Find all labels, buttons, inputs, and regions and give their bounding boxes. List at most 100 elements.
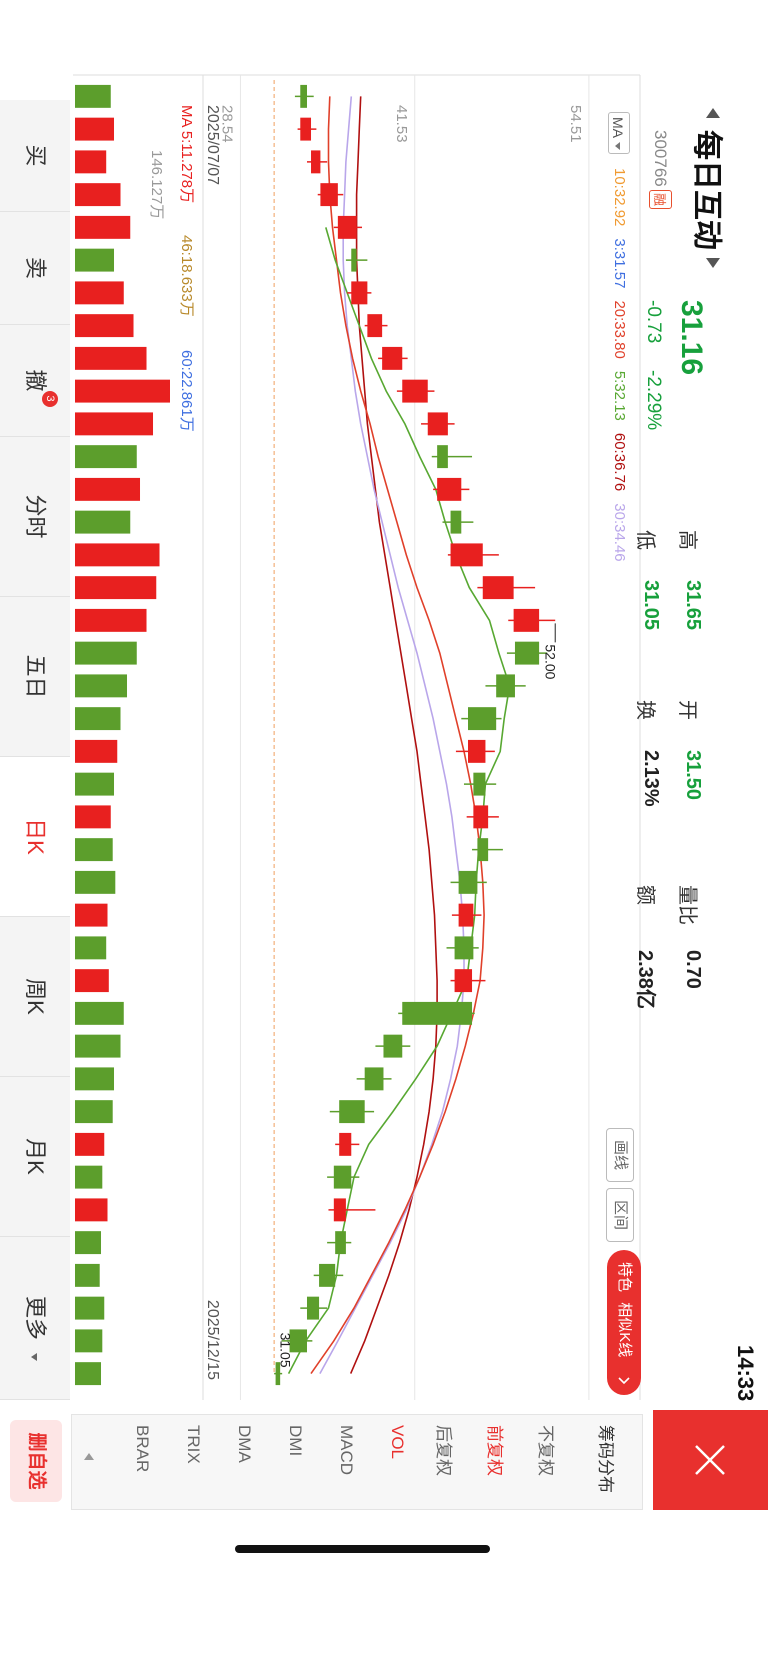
ma-button-text: MA [610, 117, 626, 138]
volume-bar [74, 838, 113, 862]
volume-bar [74, 1329, 103, 1353]
dropdown-icon [615, 142, 620, 150]
tab[interactable]: 更多 [0, 1237, 70, 1400]
dropdown-icon [31, 1353, 37, 1361]
indicator-option[interactable]: 不复权 [536, 1425, 555, 1476]
candle-body [275, 1362, 281, 1386]
candle-body [320, 183, 338, 207]
tab[interactable]: 周K [0, 917, 70, 1077]
tab-label: 更多 [23, 1295, 48, 1340]
volume-bar [75, 1034, 121, 1058]
tab[interactable]: 买 [0, 100, 70, 212]
volume-bar [74, 1362, 102, 1386]
tab-label: 卖 [23, 256, 48, 279]
indicator-option[interactable]: DMI [286, 1425, 305, 1457]
candle-body [402, 1001, 473, 1025]
stat-label: 开 [676, 700, 698, 720]
volume-legend: MA 5:11.278万 [178, 105, 195, 203]
margin-tag: 融 [649, 190, 672, 210]
next-stock[interactable] [706, 258, 720, 268]
candle-body [454, 969, 473, 993]
tab-label: 撤 [23, 369, 48, 392]
ma-button[interactable]: MA [608, 112, 630, 154]
volume-bar [74, 739, 118, 763]
candle-body [437, 477, 462, 501]
candle-body [437, 445, 448, 469]
volume-bar [75, 707, 121, 731]
close-icon [695, 1445, 725, 1475]
ma-legend-item: 10:32.92 [611, 168, 628, 227]
volume-bar [74, 543, 160, 567]
candle-body [496, 674, 515, 698]
time: 14:33 [733, 1345, 758, 1402]
stat-value: 2.38亿 [634, 950, 656, 1009]
stock-code: 300766 [651, 130, 670, 187]
price: 31.16 [675, 300, 708, 376]
ma-legend-item: 5:32.13 [611, 370, 628, 421]
volume-bar [75, 281, 124, 305]
tab-label: 五日 [23, 654, 48, 699]
indicator-option[interactable]: 后复权 [434, 1425, 453, 1476]
volume-bar [74, 510, 131, 534]
candle-body [289, 1329, 307, 1353]
ma-legend-item: 3:31.57 [611, 238, 628, 289]
volume-bar [74, 117, 115, 141]
change: -0.73 [643, 300, 664, 344]
volume-bar [75, 805, 111, 829]
candle-body [458, 870, 478, 894]
y-tick-label: 54.51 [567, 105, 584, 143]
volume-bar [75, 903, 108, 927]
tab[interactable]: 五日 [0, 597, 70, 757]
ma-line [310, 96, 485, 1375]
similar-kline-button[interactable]: 特色 相似K线 [607, 1250, 641, 1395]
stat-value: 31.05 [640, 580, 662, 631]
indicator-option[interactable]: MACD [337, 1425, 356, 1476]
indicator-option[interactable]: 前复权 [485, 1425, 504, 1476]
y-tick-label: 28.54 [218, 105, 235, 143]
candle-body [468, 739, 486, 763]
tab[interactable]: 卖 [0, 212, 70, 325]
ma-line [287, 227, 511, 1374]
tab[interactable]: 日K [0, 757, 70, 917]
candle-body [402, 379, 428, 403]
indicator-option[interactable]: BRAR [133, 1425, 152, 1473]
volume-bar [74, 1231, 102, 1255]
volume-legend: 60:22.861万 [178, 350, 195, 432]
candle-body [514, 641, 540, 665]
volume-bar [75, 183, 121, 207]
draw-line-button[interactable]: 画线 [606, 1128, 634, 1182]
candle-body [339, 1132, 352, 1156]
stock-name: 每日互动 [690, 130, 723, 250]
tab[interactable]: 分时 [0, 437, 70, 597]
stat-value: 2.13% [640, 750, 662, 807]
volume-bar [75, 445, 137, 469]
tab[interactable]: 月K [0, 1077, 70, 1237]
candle-body [454, 936, 474, 960]
stat-label: 额 [634, 885, 656, 905]
indicator-option[interactable]: TRIX [184, 1425, 203, 1464]
badge: 3 [42, 390, 58, 407]
indicator-option[interactable]: DMA [235, 1425, 254, 1463]
volume-bar [75, 576, 157, 600]
candle-body [300, 117, 312, 141]
volume-bar [75, 674, 128, 698]
candle-body [300, 84, 307, 108]
candle-body [333, 1198, 346, 1222]
range-button[interactable]: 区间 [606, 1188, 634, 1242]
candle-body [383, 1034, 403, 1058]
high-label: 52.00 [543, 644, 559, 679]
prev-stock[interactable] [706, 108, 720, 118]
candle-body [351, 281, 368, 305]
ma-legend-item: 60:36.76 [611, 432, 628, 492]
change-pct: -2.29% [643, 370, 664, 431]
volume-bar [75, 641, 137, 665]
stat-label: 换 [634, 700, 656, 720]
close-button[interactable] [653, 1410, 768, 1510]
volume-bar [75, 150, 107, 174]
indicator-option[interactable]: VOL [388, 1425, 407, 1460]
y-tick-label: 41.53 [393, 105, 410, 143]
delete-watchlist[interactable]: 删自选 [10, 1420, 62, 1502]
tab-label: 日K [23, 818, 48, 855]
